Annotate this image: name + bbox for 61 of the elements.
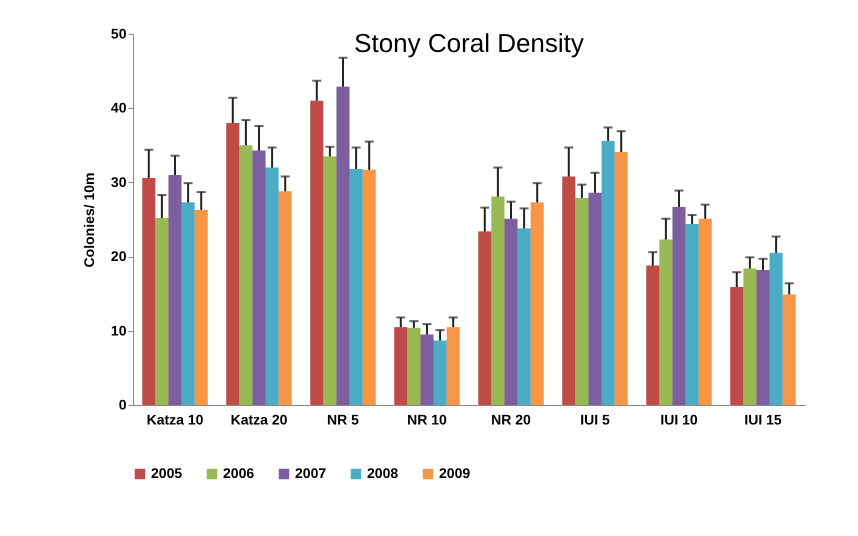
bar bbox=[194, 210, 208, 405]
bar bbox=[168, 174, 182, 405]
bar bbox=[266, 168, 279, 405]
bar bbox=[730, 287, 744, 405]
bar bbox=[155, 218, 168, 405]
bar bbox=[782, 294, 796, 405]
y-tick-label: 0 bbox=[118, 396, 127, 412]
bar bbox=[659, 240, 672, 405]
x-tick-label: IUI 15 bbox=[744, 412, 782, 428]
legend-label: 2007 bbox=[295, 465, 326, 481]
bar bbox=[310, 100, 324, 405]
bar bbox=[182, 202, 195, 405]
y-tick-label: 50 bbox=[110, 26, 127, 42]
bar bbox=[588, 192, 602, 405]
bar bbox=[686, 224, 699, 405]
bar bbox=[614, 152, 628, 405]
bar bbox=[142, 178, 156, 405]
bar bbox=[562, 176, 576, 405]
bar bbox=[323, 156, 336, 405]
bar bbox=[743, 268, 756, 405]
bar bbox=[336, 86, 350, 405]
legend-label: 2008 bbox=[367, 465, 398, 481]
bar bbox=[646, 266, 660, 405]
x-tick-label: NR 5 bbox=[327, 412, 360, 428]
bar bbox=[362, 170, 376, 405]
bar bbox=[252, 150, 266, 405]
bar bbox=[446, 327, 460, 405]
x-tick-label: Katza 10 bbox=[146, 412, 204, 428]
bar bbox=[239, 145, 252, 405]
bar bbox=[491, 196, 504, 405]
y-tick-label: 10 bbox=[110, 322, 127, 338]
y-tick-label: 40 bbox=[110, 100, 127, 116]
bar bbox=[530, 202, 544, 405]
bar bbox=[420, 334, 434, 405]
bar bbox=[478, 231, 492, 405]
bar bbox=[278, 191, 292, 405]
bar bbox=[434, 340, 447, 405]
bar bbox=[672, 206, 686, 405]
x-tick-label: NR 10 bbox=[407, 412, 448, 428]
bar bbox=[407, 328, 420, 405]
x-tick-label: NR 20 bbox=[491, 412, 532, 428]
chart-title: Stony Coral Density bbox=[354, 28, 584, 58]
legend-label: 2009 bbox=[439, 465, 470, 481]
y-axis-title: Colonies/ 10m bbox=[80, 172, 97, 268]
y-tick-label: 30 bbox=[110, 174, 127, 190]
legend-label: 2006 bbox=[223, 465, 254, 481]
bar bbox=[770, 252, 783, 405]
bar bbox=[350, 169, 363, 405]
y-tick-label: 20 bbox=[110, 248, 127, 264]
bar bbox=[394, 327, 408, 405]
bar bbox=[756, 270, 770, 405]
bar bbox=[602, 140, 615, 405]
bar bbox=[518, 228, 531, 405]
legend-label: 2005 bbox=[151, 465, 182, 481]
bar bbox=[504, 218, 518, 405]
bar bbox=[226, 123, 240, 405]
x-tick-label: IUI 5 bbox=[580, 412, 610, 428]
bar bbox=[575, 198, 588, 405]
bar bbox=[698, 218, 712, 405]
x-tick-label: Katza 20 bbox=[230, 412, 288, 428]
x-tick-label: IUI 10 bbox=[660, 412, 698, 428]
